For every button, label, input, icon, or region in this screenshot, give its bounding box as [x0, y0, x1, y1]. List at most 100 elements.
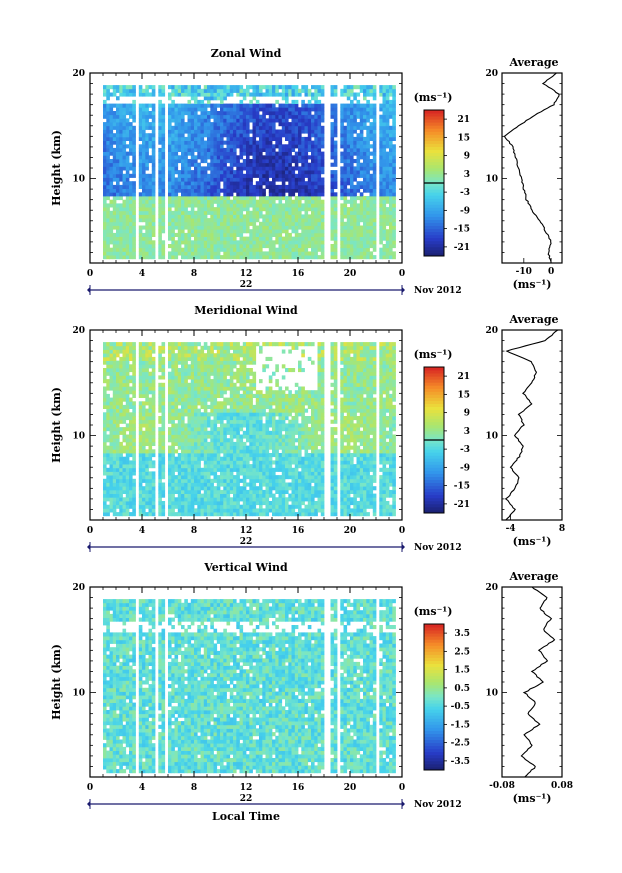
heatmap-cell [103, 393, 107, 398]
heatmap-cell [138, 464, 143, 469]
heatmap-cell [320, 170, 325, 175]
heatmap-cell [236, 107, 240, 112]
heatmap-cell [174, 497, 179, 502]
heatmap-cell [181, 140, 185, 145]
colorbar-segment [424, 158, 444, 163]
heatmap-cell [294, 107, 299, 112]
heatmap-cell [197, 364, 201, 369]
heatmap-cell [311, 184, 315, 189]
heatmap-cell [184, 441, 188, 446]
heatmap-cell [187, 114, 192, 119]
heatmap-cell [138, 493, 143, 498]
heatmap-cell [161, 349, 166, 354]
heatmap-cell [252, 140, 257, 145]
heatmap-cell [145, 247, 149, 252]
heatmap-cell [122, 199, 127, 204]
heatmap-cell [174, 144, 179, 149]
heatmap-cell [109, 456, 114, 461]
heatmap-cell [116, 345, 120, 350]
heatmap-cell [174, 423, 179, 428]
heatmap-cell [171, 379, 175, 384]
heatmap-cell [265, 103, 270, 108]
heatmap-cell [174, 147, 179, 152]
heatmap-cell [320, 144, 325, 149]
heatmap-cell [353, 136, 357, 141]
heatmap-cell [142, 345, 146, 350]
heatmap-cell [346, 88, 351, 93]
heatmap-cell [151, 504, 156, 509]
heatmap-cell [148, 445, 153, 450]
heatmap-cell [158, 232, 162, 237]
heatmap-cell [177, 408, 182, 413]
heatmap-cell [197, 349, 201, 354]
heatmap-cell [311, 170, 315, 175]
heatmap-cell [125, 453, 130, 458]
heatmap-cell [168, 170, 172, 175]
heatmap-cell [103, 512, 107, 517]
heatmap-cell [194, 360, 198, 365]
heatmap-cell [203, 251, 208, 256]
heatmap-cell [353, 218, 357, 223]
heatmap-cell [177, 382, 182, 387]
heatmap-cell [246, 140, 250, 145]
heatmap-cell [233, 122, 237, 127]
heatmap-cell [174, 210, 179, 215]
heatmap-cell [138, 430, 143, 435]
heatmap-cell [171, 512, 175, 517]
heatmap-cell [389, 225, 393, 230]
heatmap-cell [122, 438, 127, 443]
heatmap-cell [187, 475, 192, 480]
heatmap-cell [285, 111, 289, 116]
heatmap-cell [148, 196, 153, 201]
heatmap-cell [181, 464, 185, 469]
heatmap-cell [132, 430, 136, 435]
heatmap-cell [320, 114, 325, 119]
heatmap-cell [184, 151, 188, 156]
heatmap-cell [112, 192, 117, 197]
heatmap-cell [233, 170, 237, 175]
heatmap-cell [372, 92, 377, 97]
heatmap-cell [239, 199, 244, 204]
heatmap-cell [171, 467, 175, 472]
heatmap-cell [194, 114, 198, 119]
heatmap-cell [158, 453, 162, 458]
heatmap-cell [210, 144, 214, 149]
heatmap-cell [158, 512, 162, 517]
heatmap-cell [350, 170, 354, 175]
heatmap-cell [246, 196, 250, 201]
heatmap-cell [116, 207, 120, 212]
heatmap-cell [242, 140, 247, 145]
heatmap-cell [343, 207, 348, 212]
heatmap-cell [174, 181, 179, 186]
heatmap-cell [346, 214, 351, 219]
heatmap-cell [304, 85, 309, 90]
heatmap-cell [226, 144, 231, 149]
heatmap-cell [174, 356, 179, 361]
heatmap-cell [288, 244, 292, 249]
heatmap-cell [223, 166, 227, 171]
heatmap-cell [278, 255, 283, 260]
heatmap-cell [187, 92, 192, 97]
heatmap-cell [138, 240, 143, 245]
heatmap-cell [161, 464, 166, 469]
heatmap-cell [148, 232, 153, 237]
colorbar-unit: (ms⁻¹) [414, 91, 453, 104]
heatmap-cell [184, 140, 188, 145]
heatmap-cell [317, 177, 322, 182]
heatmap-cell [184, 456, 188, 461]
heatmap-cell [223, 129, 227, 134]
heatmap-cell [379, 92, 383, 97]
heatmap-cell [350, 188, 354, 193]
heatmap-cell [171, 501, 175, 506]
heatmap-cell [366, 166, 370, 171]
heatmap-cell [356, 133, 361, 138]
heatmap-cell [268, 155, 273, 160]
heatmap-cell [291, 111, 296, 116]
heatmap-cell [190, 196, 195, 201]
heatmap-cell [236, 244, 240, 249]
heatmap-cell [242, 147, 247, 152]
heatmap-cell [320, 214, 325, 219]
heatmap-cell [340, 125, 344, 130]
heatmap-cell [272, 88, 276, 93]
heatmap-cell [190, 471, 195, 476]
